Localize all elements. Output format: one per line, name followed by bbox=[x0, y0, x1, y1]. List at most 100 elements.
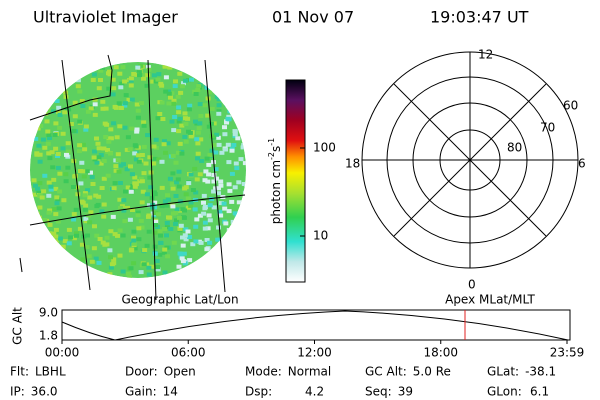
pixel bbox=[232, 273, 238, 278]
pixel bbox=[162, 199, 168, 204]
pixel bbox=[141, 120, 147, 125]
pixel bbox=[103, 106, 109, 111]
pixel bbox=[72, 100, 78, 105]
pixel bbox=[100, 99, 106, 104]
pixel bbox=[235, 90, 241, 95]
pixel bbox=[188, 269, 194, 274]
pixel bbox=[57, 125, 63, 130]
pixel bbox=[122, 125, 128, 130]
pixel bbox=[219, 245, 225, 250]
pixel bbox=[50, 109, 56, 114]
pixel bbox=[81, 174, 87, 179]
pixel bbox=[201, 193, 207, 198]
pixel bbox=[241, 274, 246, 278]
pixel bbox=[107, 272, 113, 277]
pixel bbox=[159, 100, 165, 105]
pixel bbox=[72, 114, 78, 119]
pixel bbox=[108, 255, 113, 260]
ring-label: 60 bbox=[563, 99, 578, 113]
pixel bbox=[177, 226, 183, 231]
pixel bbox=[232, 185, 238, 190]
pixel bbox=[185, 229, 191, 234]
pixel bbox=[198, 114, 204, 118]
pixel bbox=[64, 254, 70, 259]
pixel bbox=[245, 110, 246, 114]
pixel bbox=[167, 176, 173, 181]
pixel bbox=[129, 126, 135, 131]
pixel bbox=[216, 111, 222, 116]
ring-label: 80 bbox=[507, 141, 522, 155]
pixel bbox=[242, 105, 246, 110]
pixel bbox=[39, 195, 45, 200]
pixel bbox=[104, 235, 110, 240]
pixel bbox=[133, 144, 139, 149]
field-label: GC Alt: bbox=[365, 365, 407, 379]
pixel bbox=[109, 262, 115, 267]
pixel bbox=[221, 201, 227, 206]
pixel bbox=[57, 189, 63, 194]
pixel bbox=[183, 139, 189, 144]
pixel bbox=[133, 182, 139, 187]
pixel bbox=[118, 205, 124, 210]
pixel bbox=[52, 132, 58, 137]
pixel bbox=[177, 141, 183, 146]
pixel bbox=[77, 119, 83, 124]
pixel bbox=[188, 203, 194, 208]
pixel bbox=[121, 162, 126, 167]
pixel bbox=[120, 65, 126, 70]
pixel bbox=[172, 115, 178, 119]
pixel bbox=[229, 171, 235, 176]
pixel bbox=[48, 184, 54, 189]
pixel bbox=[96, 194, 102, 199]
pixel bbox=[189, 133, 195, 138]
x-tick-label: 06:00 bbox=[171, 346, 206, 360]
pixel bbox=[197, 172, 203, 177]
pixel bbox=[50, 276, 56, 278]
pixel bbox=[192, 89, 198, 94]
pixel bbox=[156, 157, 162, 162]
pixel bbox=[211, 173, 217, 177]
pixel bbox=[192, 271, 198, 276]
pixel bbox=[46, 180, 52, 185]
pixel bbox=[35, 186, 40, 191]
pixel bbox=[204, 238, 210, 242]
pixel bbox=[226, 114, 232, 119]
pixel bbox=[85, 188, 91, 193]
pixel bbox=[178, 223, 184, 228]
pixel bbox=[54, 195, 60, 200]
pixel bbox=[238, 241, 244, 246]
pixel bbox=[147, 155, 153, 160]
pixel bbox=[206, 78, 212, 83]
pixel bbox=[209, 66, 215, 71]
colorbar-tick-label: 10 bbox=[313, 229, 328, 243]
pixel bbox=[120, 269, 126, 274]
pixel bbox=[54, 201, 60, 206]
pixel bbox=[236, 227, 242, 232]
pixel bbox=[209, 197, 215, 202]
pixel bbox=[236, 272, 242, 277]
pixel bbox=[208, 82, 214, 86]
pixel bbox=[63, 66, 68, 71]
pixel bbox=[102, 274, 108, 278]
pixel bbox=[165, 193, 170, 198]
pixel bbox=[84, 245, 90, 250]
instrument: Ultraviolet Imager bbox=[33, 8, 178, 27]
pixel bbox=[141, 123, 147, 128]
pixel bbox=[139, 179, 145, 184]
altitude-curve bbox=[61, 310, 569, 341]
pixel bbox=[131, 261, 137, 266]
pixel bbox=[141, 76, 146, 81]
time: 19:03:47 UT bbox=[430, 8, 529, 27]
pixel bbox=[108, 127, 114, 132]
pixel bbox=[226, 228, 232, 232]
pixel bbox=[117, 124, 123, 129]
pixel bbox=[31, 264, 37, 269]
pixel bbox=[222, 253, 228, 258]
pixel bbox=[40, 137, 46, 142]
pixel bbox=[89, 175, 95, 180]
pixel bbox=[237, 269, 243, 274]
pixel bbox=[44, 253, 50, 258]
x-tick-label: 12:00 bbox=[297, 346, 332, 360]
field-label: GLat: bbox=[487, 365, 519, 379]
